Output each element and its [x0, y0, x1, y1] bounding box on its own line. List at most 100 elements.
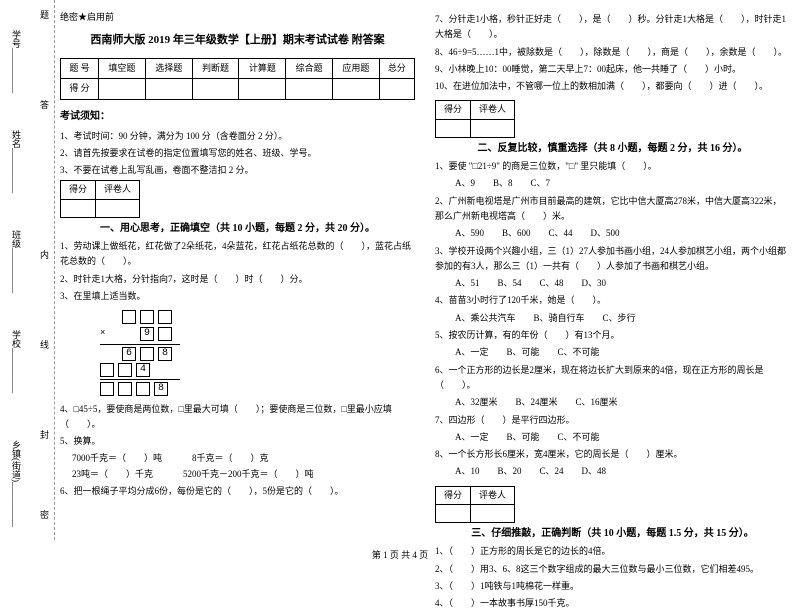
td: [333, 79, 380, 99]
td: [286, 79, 333, 99]
sq: 8: [158, 347, 172, 361]
right-column: 7、分针走1小格，秒针正好走（ ），是（ ）秒。分针走1大格是（ ），时针走1大…: [435, 10, 790, 614]
gb-e: [471, 505, 515, 523]
q2: 2、时针走1大格，分针指向7，这时是（ ）时（ ）分。: [60, 272, 415, 287]
gb-e: [96, 199, 140, 217]
bind-lbl: 题: [38, 10, 51, 19]
opt: B、20: [498, 464, 522, 479]
sq: [158, 310, 172, 324]
sq: 4: [136, 363, 150, 377]
s2q5: 5、按农历计算，有的年份（ ）有13个月。: [435, 328, 790, 343]
th: 计算题: [239, 58, 286, 78]
section1-title: 一、用心思考，正确填空（共 10 小题，每题 2 分，共 20 分）。: [60, 220, 415, 237]
th: 题 号: [61, 58, 99, 78]
q5c: 23吨＝（ ）千克: [60, 467, 153, 482]
s2q6: 6、一个正方形的边长是2厘米，现在将边长扩大到原来的4倍，现在正方形的周长是（ …: [435, 363, 790, 394]
gb-e: [61, 199, 96, 217]
multiplication-grid: ×9 68 4 8: [100, 310, 415, 395]
td: [239, 79, 286, 99]
section2-title: 二、反复比较，慎重选择（共 8 小题，每题 2 分，共 16 分）。: [435, 140, 790, 157]
sq: 8: [154, 382, 168, 396]
opt: D、48: [582, 464, 607, 479]
section3-title: 三、仔细推敲，正确判断（共 10 小题，每题 1.5 分，共 15 分）。: [435, 525, 790, 542]
td: 得 分: [61, 79, 99, 99]
td: [99, 79, 146, 99]
sq: [118, 382, 132, 396]
opt: B、600: [502, 226, 531, 241]
sq: 6: [122, 347, 136, 361]
bind-lbl: 密: [38, 510, 51, 519]
q6: 6、把一根绳子平均分成6份，每份是它的（ ），5份是它的（ ）。: [60, 484, 415, 499]
gb-r: 评卷人: [96, 181, 140, 199]
opt: C、48: [540, 276, 564, 291]
s2q4-opts: A、乘公共汽车 B、骑自行车 C、步行: [435, 311, 790, 326]
th: 填空题: [99, 58, 146, 78]
hline: [100, 379, 180, 380]
q5-row2: 23吨＝（ ）千克 5200千克－200千克＝（ ）吨: [60, 467, 415, 482]
opt: A、乘公共汽车: [455, 311, 516, 326]
s2q7: 7、四边形（ ）是平行四边形。: [435, 413, 790, 428]
opt: C、不可能: [558, 430, 600, 445]
sq: [122, 310, 136, 324]
sq: [118, 363, 132, 377]
notice-title: 考试须知：: [60, 108, 415, 125]
bind-lbl: 线: [38, 340, 51, 349]
bind-lbl: 内: [38, 250, 51, 259]
field-town: 乡镇(街道)__________: [10, 440, 23, 527]
s3q4: 4、（ ）一本故事书厚150千克。: [435, 596, 790, 611]
gb-e: [436, 119, 471, 137]
q5-row1: 7000千克＝（ ）吨 8千克＝（ ）克: [60, 451, 415, 466]
opt: C、44: [549, 226, 573, 241]
gb-e: [436, 505, 471, 523]
s3q2: 2、（ ）用3、6、8这三个数字组成的最大三位数与最小三位数，它们相差495。: [435, 562, 790, 577]
grade-box: 得分评卷人: [60, 180, 140, 218]
field-school: 学校__________: [10, 330, 23, 393]
s2q2: 2、广州新电视塔是广州市目前最高的建筑，它比中信大厦高278米，中信大厦高322…: [435, 194, 790, 225]
grade-box: 得分评卷人: [435, 486, 515, 524]
opt: C、16厘米: [576, 395, 618, 410]
opt: B、24厘米: [516, 395, 558, 410]
q10: 10、在进位加法中，不管哪一位上的数相加满（ ），都要向（ ）进（ ）。: [435, 79, 790, 94]
s2q2-opts: A、590 B、600 C、44 D、500: [435, 226, 790, 241]
q7: 7、分针走1小格，秒针正好走（ ），是（ ）秒。分针走1大格是（ ），时针走1大…: [435, 12, 790, 43]
th: 应用题: [333, 58, 380, 78]
opt: B、可能: [507, 430, 540, 445]
s2q3: 3、学校开设两个兴趣小组，三（1）27人参加书画小组，24人参加棋艺小组，两个小…: [435, 244, 790, 275]
q5b: 8千克＝（ ）克: [192, 451, 269, 466]
th: 总分: [379, 58, 414, 78]
opt: A、一定: [455, 345, 489, 360]
opt: A、9: [455, 176, 475, 191]
q9: 9、小林晚上10：00睡觉，第二天早上7：00起床，他一共睡了（ ）小时。: [435, 62, 790, 77]
gb-e: [471, 119, 515, 137]
bind-lbl: 封: [38, 430, 51, 439]
sq: [136, 382, 150, 396]
q5: 5、换算。: [60, 434, 415, 449]
gb-l: 得分: [61, 181, 96, 199]
opt: A、32厘米: [455, 395, 498, 410]
notice-item: 1、考试时间：90 分钟，满分为 100 分（含卷面分 2 分）。: [60, 129, 415, 144]
sq: [158, 327, 172, 341]
s2q8: 8、一个长方形长6厘米，宽4厘米，它的周长是（ ）厘米。: [435, 447, 790, 462]
s2q5-opts: A、一定 B、可能 C、不可能: [435, 345, 790, 360]
q1: 1、劳动课上做纸花，红花做了2朵纸花，4朵蓝花，红花占纸花总数的（ ），蓝花占纸…: [60, 239, 415, 270]
field-student-id: 学号__________: [10, 30, 23, 93]
opt: B、可能: [507, 345, 540, 360]
q4: 4、□45÷5，要使商是两位数，□里最大可填（ ）；要使商是三位数，□里最小应填…: [60, 402, 415, 433]
th: 选择题: [145, 58, 192, 78]
notice-item: 2、请首先按要求在试卷的指定位置填写您的姓名、班级、学号。: [60, 146, 415, 161]
sq: 9: [140, 327, 154, 341]
s2q6-opts: A、32厘米 B、24厘米 C、16厘米: [435, 395, 790, 410]
opt: C、步行: [603, 311, 636, 326]
opt: B、54: [498, 276, 522, 291]
hline: [100, 344, 180, 345]
score-table: 题 号 填空题 选择题 判断题 计算题 综合题 应用题 总分 得 分: [60, 58, 415, 100]
opt: A、51: [455, 276, 480, 291]
left-column: 绝密★启用前 西南师大版 2019 年三年级数学【上册】期末考试试卷 附答案 题…: [60, 10, 415, 614]
q3: 3、在里填上适当数。: [60, 289, 415, 304]
s2q3-opts: A、51 B、54 C、48 D、30: [435, 276, 790, 291]
th: 综合题: [286, 58, 333, 78]
opt: A、590: [455, 226, 484, 241]
td: [192, 79, 239, 99]
exam-title: 西南师大版 2019 年三年级数学【上册】期末考试试卷 附答案: [60, 31, 415, 50]
td: [379, 79, 414, 99]
